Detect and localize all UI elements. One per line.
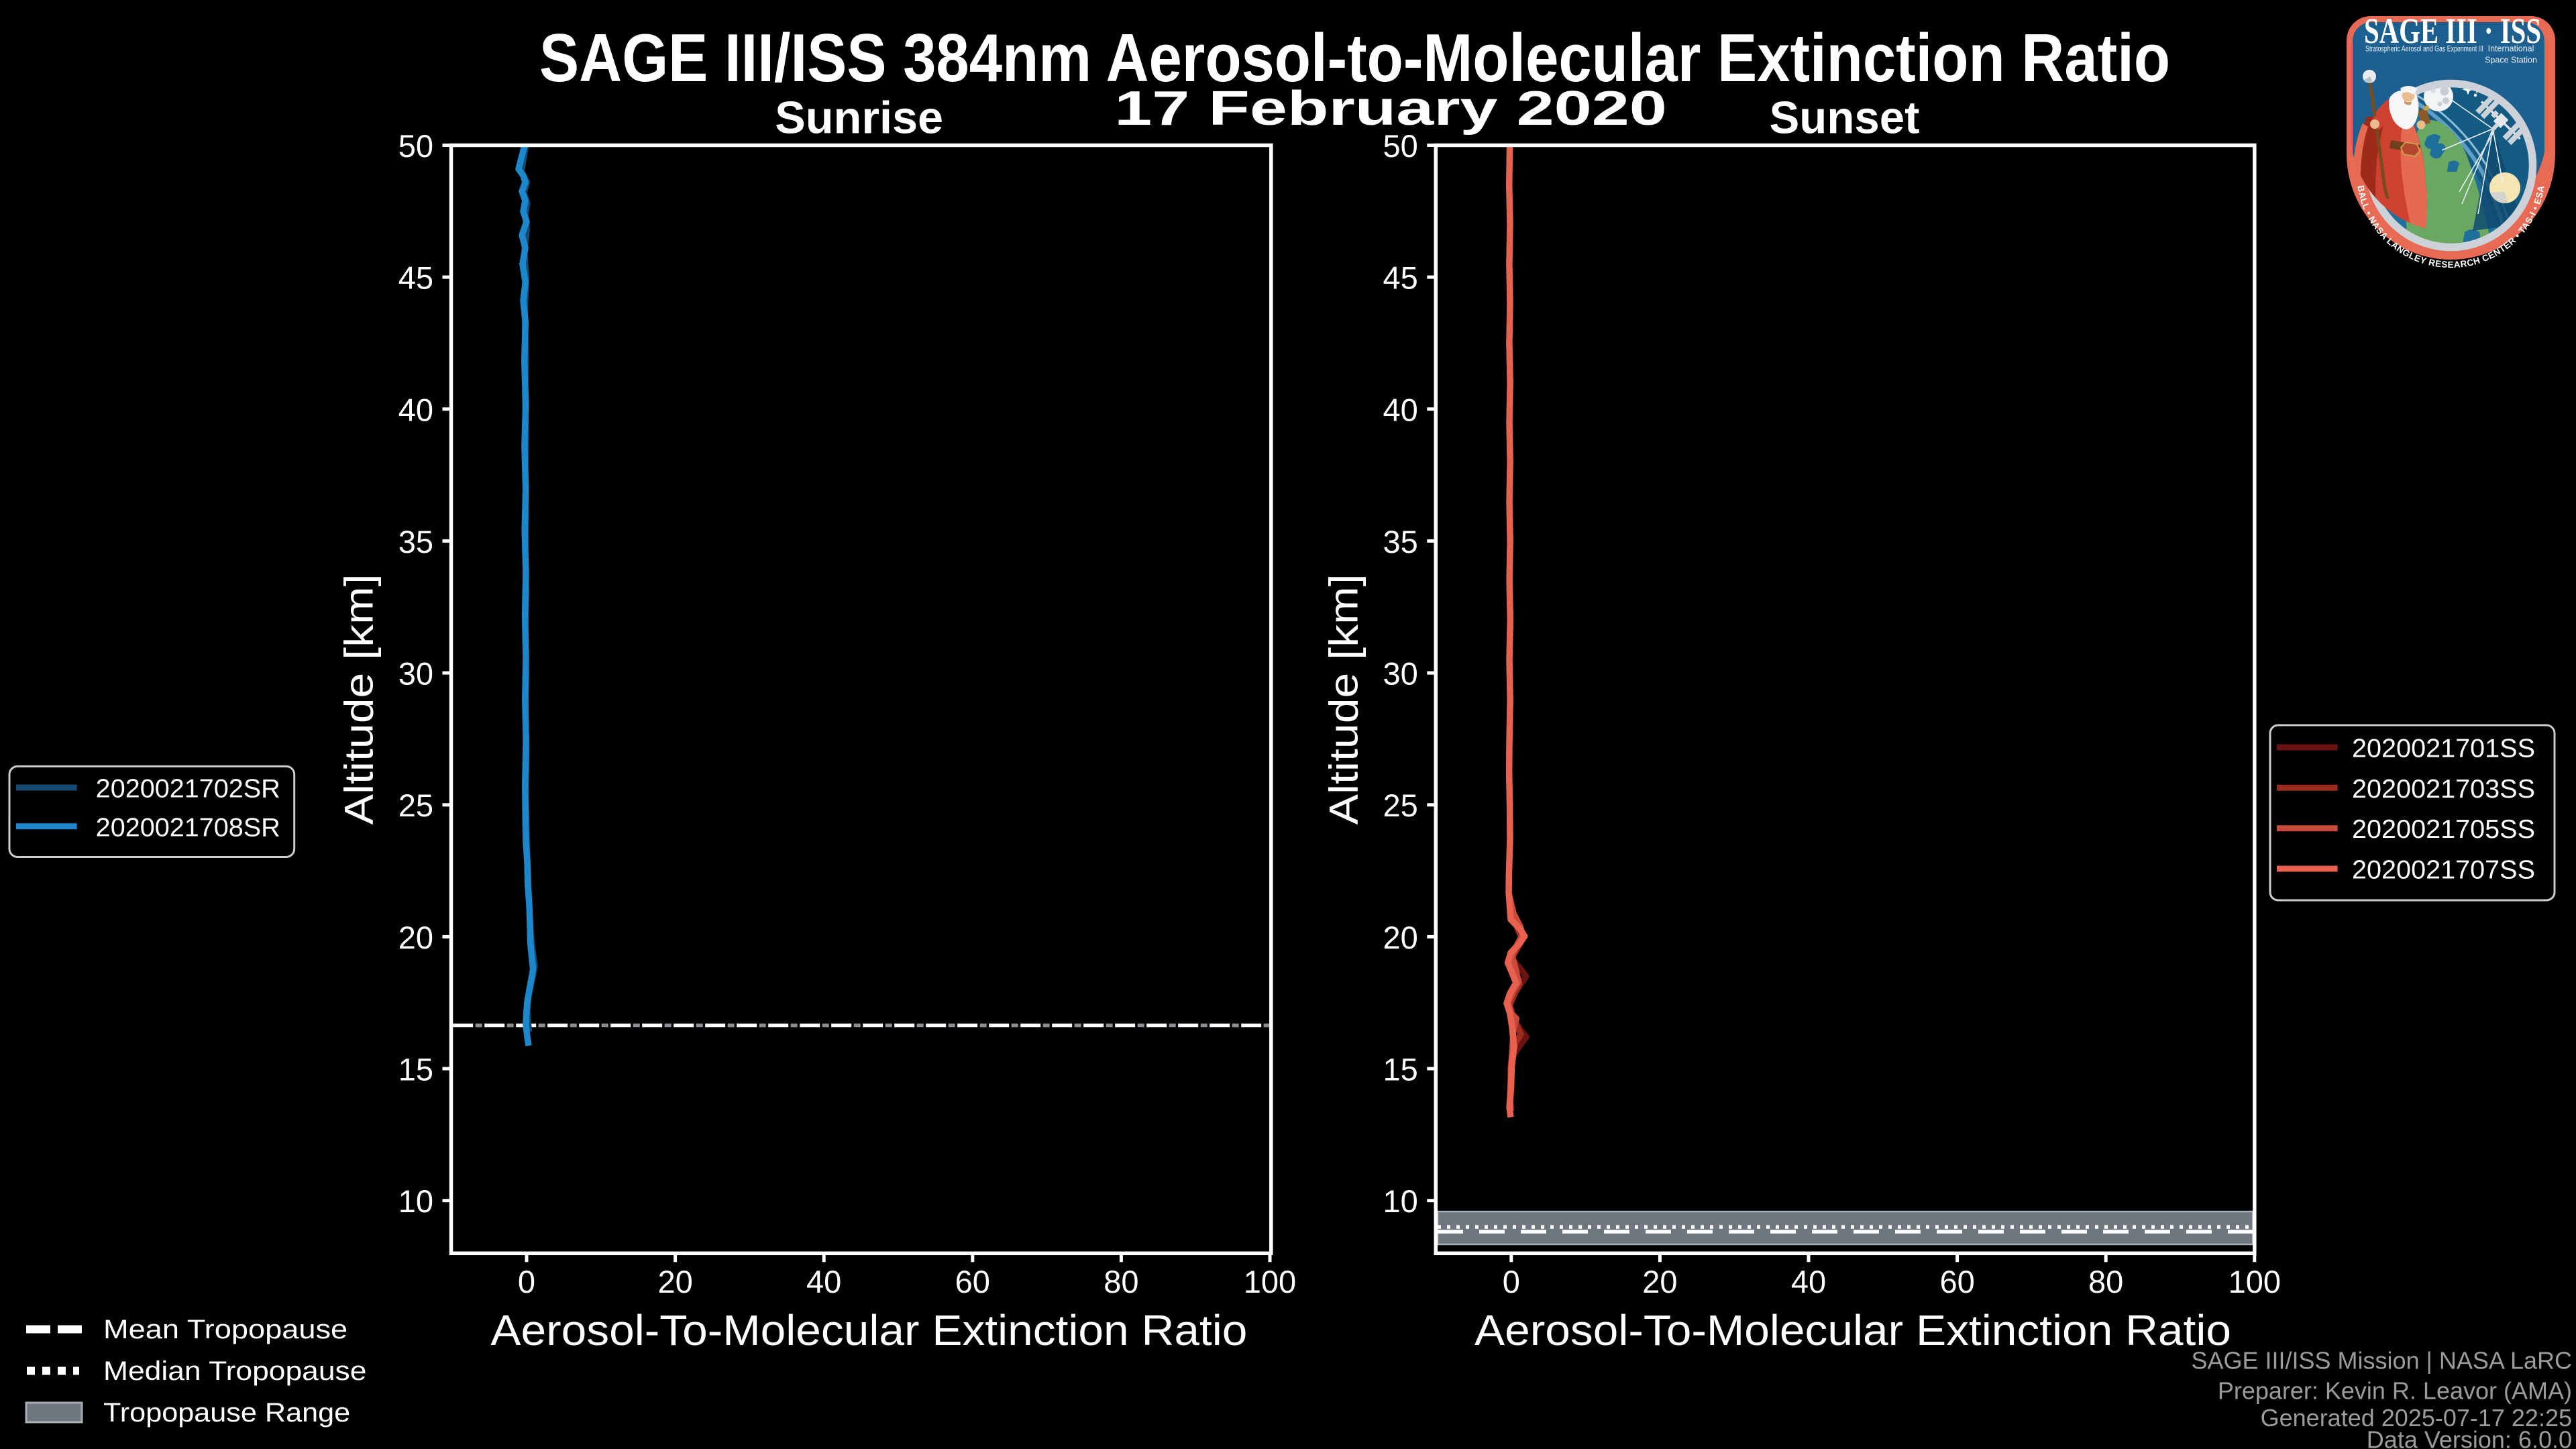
svg-text:15: 15 (398, 1052, 433, 1087)
svg-text:25: 25 (1383, 788, 1418, 823)
svg-text:SAGE III · ISS: SAGE III · ISS (2364, 11, 2541, 51)
svg-text:2020021701SS: 2020021701SS (2352, 735, 2535, 763)
svg-text:80: 80 (2088, 1264, 2123, 1299)
svg-text:45: 45 (1383, 260, 1418, 296)
svg-text:15: 15 (1383, 1052, 1418, 1087)
svg-text:Stratospheric Aerosol and Gas: Stratospheric Aerosol and Gas Experiment… (2365, 46, 2483, 54)
svg-text:Sunset: Sunset (1770, 93, 1920, 144)
svg-text:10: 10 (1383, 1183, 1418, 1219)
svg-text:40: 40 (806, 1264, 841, 1299)
svg-text:2020021707SS: 2020021707SS (2352, 856, 2535, 885)
svg-text:50: 50 (398, 128, 433, 164)
svg-text:2020021703SS: 2020021703SS (2352, 775, 2535, 804)
svg-text:20: 20 (1383, 920, 1418, 955)
svg-text:50: 50 (1383, 128, 1418, 164)
svg-text:40: 40 (398, 392, 433, 427)
svg-text:30: 30 (1383, 656, 1418, 692)
svg-text:80: 80 (1104, 1264, 1138, 1299)
svg-text:60: 60 (1939, 1264, 1974, 1299)
svg-text:40: 40 (1791, 1264, 1826, 1299)
svg-text:2020021705SS: 2020021705SS (2352, 815, 2535, 844)
svg-text:2020021708SR: 2020021708SR (96, 813, 280, 842)
svg-text:Mean Tropopause: Mean Tropopause (103, 1314, 347, 1344)
svg-text:40: 40 (1383, 392, 1418, 427)
svg-text:SAGE III/ISS 384nm Aerosol-to-: SAGE III/ISS 384nm Aerosol-to-Molecular … (539, 21, 2170, 96)
svg-text:35: 35 (1383, 524, 1418, 559)
svg-text:10: 10 (398, 1183, 433, 1219)
svg-text:30: 30 (398, 656, 433, 692)
svg-text:International: International (2488, 44, 2534, 54)
svg-text:Altitude [km]: Altitude [km] (1322, 574, 1366, 824)
svg-text:100: 100 (2229, 1264, 2281, 1299)
svg-text:20: 20 (657, 1264, 692, 1299)
svg-text:0: 0 (518, 1264, 535, 1299)
svg-text:SAGE III/ISS Mission | NASA La: SAGE III/ISS Mission | NASA LaRC (2191, 1347, 2572, 1375)
svg-text:20: 20 (1642, 1264, 1677, 1299)
svg-text:100: 100 (1244, 1264, 1296, 1299)
svg-text:Space Station: Space Station (2485, 56, 2537, 65)
svg-text:25: 25 (398, 788, 433, 823)
svg-text:Aerosol-To-Molecular Extinctio: Aerosol-To-Molecular Extinction Ratio (490, 1306, 1247, 1354)
svg-text:2020021702SR: 2020021702SR (96, 775, 280, 804)
svg-text:20: 20 (398, 920, 433, 955)
svg-text:Altitude [km]: Altitude [km] (337, 574, 382, 824)
svg-text:Sunrise: Sunrise (775, 93, 943, 144)
svg-text:45: 45 (398, 260, 433, 296)
svg-text:35: 35 (398, 524, 433, 559)
svg-text:17 February 2020: 17 February 2020 (1114, 81, 1667, 136)
svg-text:60: 60 (955, 1264, 990, 1299)
svg-text:Aerosol-To-Molecular Extinctio: Aerosol-To-Molecular Extinction Ratio (1474, 1306, 2231, 1354)
svg-text:Median Tropopause: Median Tropopause (103, 1356, 366, 1385)
svg-text:Generated 2025-07-17 22:25: Generated 2025-07-17 22:25 (2261, 1404, 2572, 1432)
svg-text:Data Version: 6.0.0: Data Version: 6.0.0 (2367, 1426, 2572, 1449)
svg-text:Preparer: Kevin R. Leavor (AMA: Preparer: Kevin R. Leavor (AMA) (2218, 1377, 2572, 1405)
svg-text:Tropopause Range: Tropopause Range (103, 1397, 350, 1427)
svg-text:0: 0 (1503, 1264, 1520, 1299)
